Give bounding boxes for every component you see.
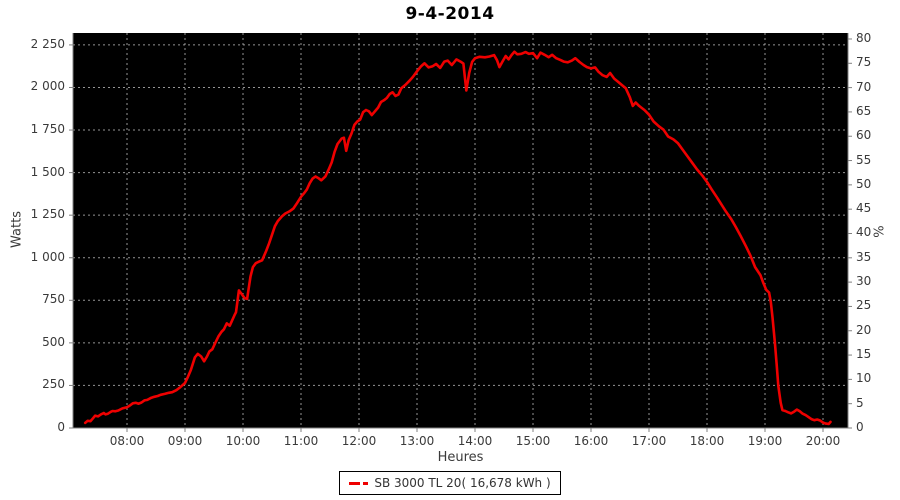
x-axis-tick-label: 15:00 [515,434,551,448]
y-axis-tick-label: 1 250 [30,207,65,222]
right-axis-tick-label: 55 [856,152,872,167]
x-axis-title: Heures [437,450,484,465]
right-axis-tick-label: 5 [856,395,864,410]
legend-series-label: SB 3000 TL 20( 16,678 kWh ) [374,476,551,490]
right-axis-tick-label: 15 [856,347,872,362]
right-axis-tick-label: 30 [856,274,872,289]
right-axis-title: % [872,225,888,238]
right-axis-tick-label: 25 [856,298,872,313]
right-axis-tick-label: 60 [856,128,872,143]
y-axis-tick-label: 500 [42,334,65,349]
y-axis-tick-label: 750 [42,292,65,307]
legend-dash [363,481,369,485]
x-axis-tick-label: 18:00 [689,434,725,448]
right-axis-tick-label: 70 [856,79,872,94]
right-axis-tick-label: 20 [856,322,872,337]
x-axis-tick-label: 20:00 [805,434,841,448]
right-axis-tick-label: 80 [856,30,872,45]
left-axis-title: Watts [9,211,25,248]
x-axis-tick-label: 17:00 [631,434,667,448]
y-axis-tick-label: 2 000 [30,79,65,94]
y-axis-tick-label: 0 [57,420,65,434]
x-axis-tick-label: 11:00 [283,434,319,448]
x-axis-tick-label: 16:00 [573,434,609,448]
x-axis-tick-label: 09:00 [167,434,203,448]
x-axis-tick-label: 08:00 [109,434,145,448]
right-axis-tick-label: 75 [856,55,872,70]
right-axis-tick-label: 50 [856,176,872,191]
x-axis-tick-label: 19:00 [747,434,783,448]
y-axis-tick-label: 2 250 [30,36,65,51]
power-curve [83,50,832,426]
right-axis-tick-label: 35 [856,249,872,264]
y-axis-tick-label: 1 000 [30,249,65,264]
chart-title: 9-4-2014 [405,4,495,24]
legend-line-icon [349,481,369,485]
legend: SB 3000 TL 20( 16,678 kWh ) [0,471,900,495]
y-axis-tick-label: 250 [42,377,65,392]
legend-box: SB 3000 TL 20( 16,678 kWh ) [339,471,561,495]
x-axis-tick-label: 13:00 [399,434,435,448]
right-axis-tick-label: 0 [856,420,864,434]
right-axis-tick-label: 40 [856,225,872,240]
y-axis-tick-label: 1 500 [30,164,65,179]
plot-background [73,33,848,428]
y-axis-tick-label: 1 750 [30,122,65,137]
x-axis-tick-label: 14:00 [457,434,493,448]
right-axis-tick-label: 45 [856,201,872,216]
right-axis-tick-label: 10 [856,371,872,386]
x-axis-tick-label: 12:00 [341,434,377,448]
right-axis-tick-label: 65 [856,103,872,118]
legend-dash [349,481,361,485]
x-axis-tick-label: 10:00 [225,434,261,448]
